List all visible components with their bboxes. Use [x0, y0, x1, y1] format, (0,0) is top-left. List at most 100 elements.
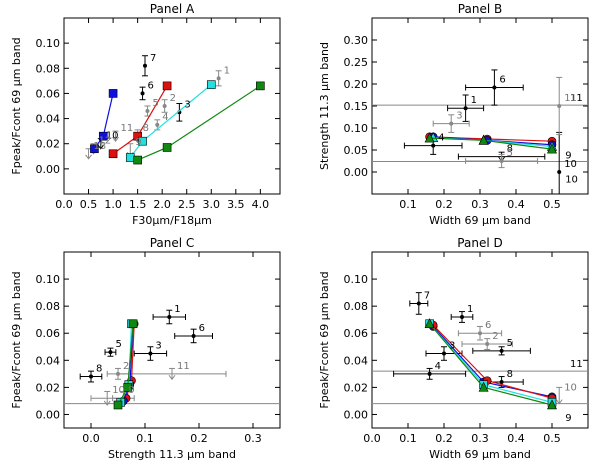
y-axis-label: Fpeak/Fcont 69 μm band	[10, 37, 23, 174]
x-tick-label: 2.5	[178, 198, 196, 211]
series-line-green	[137, 85, 261, 161]
y-tick-label: 0.10	[344, 122, 369, 135]
x-tick-label: 0.3	[471, 198, 489, 211]
point-label: 9	[565, 150, 571, 161]
series-marker-blue	[108, 89, 118, 98]
panel-title: Panel C	[150, 236, 195, 250]
plot-area	[372, 292, 588, 410]
plot-frame	[371, 17, 589, 195]
y-tick-label: 0.10	[344, 273, 369, 286]
y-tick-label: 0.08	[36, 62, 61, 75]
reference-line-label: 11	[570, 359, 583, 370]
x-tick-label: 1.5	[129, 198, 147, 211]
y-axis-label: Fpeak/Fcont 69 μm band	[318, 271, 331, 408]
data-point	[416, 301, 421, 306]
y-tick-label: 0.02	[36, 381, 61, 394]
x-tick-label: 4.0	[252, 198, 270, 211]
y-axis-label: Strength 11.3 μm band	[318, 42, 331, 170]
point-label: 6	[485, 320, 491, 331]
series-marker-green	[478, 381, 489, 392]
data-point	[557, 170, 562, 174]
upper-limit-arrow	[85, 154, 92, 160]
y-axis-label: Fpeak/Fcont 69 μm band	[10, 271, 23, 408]
x-tick-label: 3.0	[203, 198, 221, 211]
x-tick-label: 0.3	[471, 432, 489, 445]
upper-limit-arrow	[112, 136, 119, 143]
point-label: 1	[224, 65, 230, 76]
data-point	[116, 371, 120, 376]
series-marker-green	[162, 143, 172, 152]
series-marker-red	[133, 131, 142, 141]
x-tick-label: 3.5	[227, 198, 245, 211]
y-tick-label: 0.06	[36, 87, 61, 100]
point-label: 11	[177, 361, 190, 372]
x-tick-label: 0.3	[244, 432, 262, 445]
point-label: 2	[123, 361, 129, 372]
y-tick-label: 0.00	[344, 166, 369, 179]
data-point	[427, 371, 432, 376]
x-tick-label: 1.0	[104, 198, 122, 211]
point-label: 8	[507, 144, 513, 155]
point-label: 11	[564, 93, 577, 104]
point-label: 3	[184, 99, 190, 110]
x-tick-label: 0.1	[399, 432, 417, 445]
point-label: 8	[143, 123, 149, 134]
series-marker-green	[547, 399, 557, 410]
data-point	[216, 76, 221, 81]
point-label: 3	[155, 341, 161, 352]
series-marker-green	[113, 400, 123, 410]
data-point	[499, 379, 504, 384]
y-tick-label: 0.00	[36, 163, 61, 176]
x-axis-label: Width 69 μm band	[429, 448, 531, 461]
upper-limit-arrow	[97, 144, 105, 150]
data-point	[463, 106, 468, 111]
data-point	[499, 348, 504, 353]
point-label: 4	[162, 112, 168, 123]
y-tick-label: 0.04	[344, 354, 369, 367]
series-marker-cyan	[138, 136, 147, 146]
plot-area	[372, 69, 588, 194]
y-tick-label: 0.02	[36, 138, 61, 151]
upper-limit-arrow	[168, 374, 176, 381]
x-tick-label: 0.1	[136, 432, 154, 445]
point-label: 1	[467, 304, 473, 315]
data-point	[145, 109, 150, 114]
x-axis-label: Strength 11.3 μm band	[108, 448, 236, 461]
plot-area	[64, 309, 280, 410]
y-tick-label: 0.05	[344, 144, 369, 157]
series-marker-cyan	[206, 80, 216, 89]
series-marker-red	[162, 81, 172, 91]
point-label: 5	[507, 338, 513, 349]
data-point	[140, 91, 145, 96]
panel-d: Panel D 0.0 0.1 0.2 0.3 0.4 0.5 0.00 0.02 0.04 0.0…	[318, 236, 589, 461]
data-point	[442, 351, 446, 356]
series-marker-red	[108, 149, 118, 159]
upper-limit-arrow	[555, 399, 563, 405]
series-marker-blue	[90, 144, 99, 154]
point-label: 3	[449, 341, 455, 352]
reference-line-label: 11	[570, 93, 583, 104]
point-label: 2	[492, 331, 498, 342]
series-marker-blue	[98, 131, 108, 141]
x-tick-label: 0.0	[82, 432, 100, 445]
panel-title: Panel A	[150, 2, 195, 16]
x-tick-label: 2.0	[153, 198, 171, 211]
data-point	[108, 350, 113, 355]
point-label: 13	[94, 141, 107, 152]
x-tick-label: 0.2	[190, 432, 208, 445]
panel-c: Panel C 0.0 0.1 0.2 0.3 0.00 0.02 0.04 0.06 0.08 0…	[10, 236, 281, 461]
x-tick-label: 0.0	[363, 432, 381, 445]
point-label: 4	[438, 133, 444, 144]
panel-b: Panel B 0.1 0.2 0.3 0.4 0.5 0.00 0.05 0.10 0.15 0.…	[318, 2, 589, 227]
point-label: 1	[174, 304, 180, 315]
x-axis-label: Width 69 μm band	[429, 214, 531, 227]
data-point	[492, 85, 497, 90]
point-label: 7	[424, 290, 430, 301]
point-label: 7	[150, 53, 156, 64]
y-tick-label: 0.25	[344, 56, 369, 69]
y-tick-label: 0.06	[344, 327, 369, 340]
x-axis-label: F30μm/F18μm	[132, 214, 212, 227]
series-marker-green	[256, 81, 265, 91]
point-label: 6	[148, 80, 154, 91]
point-label: 10	[564, 159, 577, 170]
